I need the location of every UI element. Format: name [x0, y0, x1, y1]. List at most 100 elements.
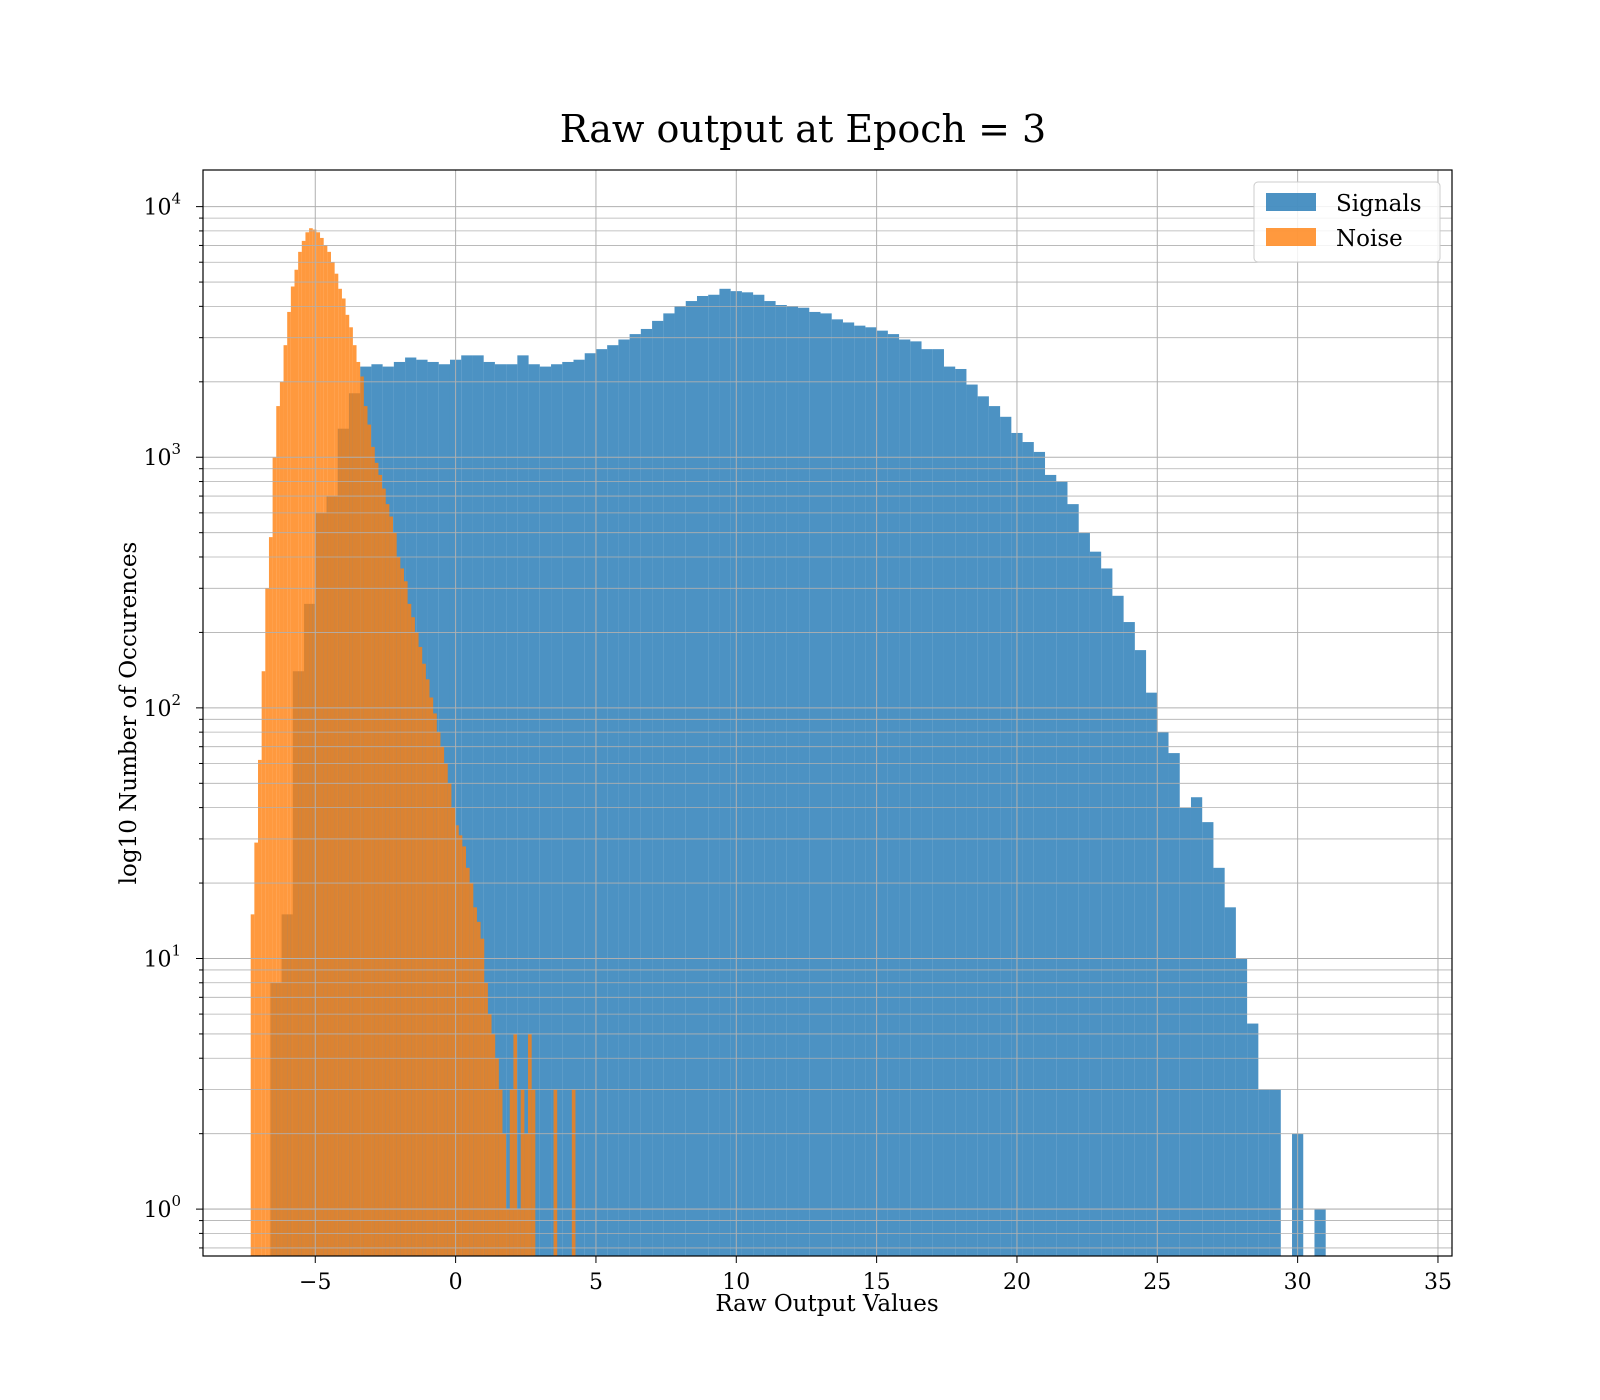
x-tick-label: 0: [449, 1270, 463, 1295]
y-axis-label: log10 Number of Occurences: [116, 542, 142, 885]
bar-signals: [1123, 622, 1135, 1256]
bar-noise: [425, 679, 430, 1256]
bar-noise: [476, 921, 481, 1256]
bar-signals: [921, 349, 933, 1256]
bar-signals: [1033, 451, 1046, 1256]
bar-signals: [910, 341, 922, 1256]
bar-noise: [363, 406, 368, 1256]
bar-noise: [290, 286, 295, 1256]
bar-signals: [663, 313, 675, 1256]
x-axis: −5 0 5 10 15 20 25 30 35: [299, 1256, 1452, 1295]
bar-noise: [389, 516, 394, 1256]
grid-layer: [203, 170, 1452, 1256]
bar-noise: [312, 229, 317, 1256]
bar-signals: [943, 366, 956, 1256]
bar-noise: [465, 867, 470, 1256]
bar-signals: [584, 353, 596, 1256]
bar-signals: [674, 306, 686, 1256]
bar-noise: [261, 671, 266, 1256]
bar-noise: [279, 381, 284, 1256]
bar-signals: [652, 320, 664, 1256]
bar-signals: [1112, 595, 1124, 1256]
y-axis: 100 101 102 103 104: [143, 190, 203, 1249]
bar-noise: [334, 273, 339, 1256]
bar-signals: [1146, 692, 1158, 1256]
bar-noise: [378, 474, 383, 1256]
bar-signals: [472, 355, 484, 1256]
bar-noise: [447, 783, 452, 1256]
bar-noise: [338, 288, 342, 1256]
bar-signals: [1224, 907, 1236, 1256]
bar-noise: [513, 1033, 518, 1256]
plot-frame: [202, 169, 1453, 1257]
bar-signals: [1213, 867, 1225, 1256]
bar-signals: [753, 294, 765, 1256]
bar-noise: [458, 835, 463, 1256]
bar-noise: [429, 697, 434, 1256]
bar-noise: [276, 406, 280, 1256]
bar-signals: [831, 319, 843, 1256]
bar-noise: [473, 907, 477, 1256]
y-tick-label: 103: [143, 440, 181, 471]
bar-noise: [528, 1033, 532, 1256]
x-tick-label: 25: [1143, 1270, 1171, 1295]
legend-swatch-noise: [1266, 228, 1316, 246]
bar-signals: [1067, 504, 1079, 1256]
bar-signals: [1022, 442, 1034, 1256]
bar-signals: [506, 364, 518, 1256]
bar-noise: [407, 603, 412, 1256]
bar-signals: [865, 327, 877, 1256]
x-tick-label: 10: [722, 1270, 750, 1295]
bar-signals: [562, 361, 574, 1256]
bar-noise: [506, 1209, 510, 1256]
y-tick-label: 104: [143, 190, 181, 221]
bar-noise: [451, 807, 456, 1256]
bar-noise: [484, 982, 488, 1256]
bar-noise: [436, 732, 441, 1256]
bar-noise: [382, 488, 386, 1256]
x-tick-label: 5: [589, 1270, 603, 1295]
bar-signals: [966, 384, 978, 1256]
x-tick-label: 20: [1003, 1270, 1031, 1295]
bar-signals: [1078, 532, 1090, 1256]
bar-signals: [1190, 797, 1203, 1256]
bar-noise: [360, 376, 364, 1256]
bar-noise: [393, 532, 397, 1256]
bar-signals: [1157, 732, 1169, 1256]
bar-signals: [640, 328, 653, 1256]
bar-noise: [309, 228, 313, 1256]
bar-signals: [1056, 481, 1068, 1256]
bar-signals: [708, 294, 720, 1256]
y-tick-label: 102: [143, 691, 181, 722]
chart-title: Raw output at Epoch = 3: [560, 107, 1046, 151]
bar-noise: [403, 581, 408, 1256]
bar-signals: [528, 364, 540, 1256]
bar-noise: [294, 269, 299, 1256]
bar-noise: [455, 825, 459, 1256]
bar-noise: [301, 240, 306, 1256]
bar-signals: [595, 349, 608, 1256]
bar-noise: [553, 1089, 558, 1256]
bar-noise: [283, 345, 288, 1256]
bar-signals: [899, 339, 911, 1256]
bar-noise: [444, 763, 448, 1256]
bar-noise: [371, 446, 375, 1256]
legend-label-noise: Noise: [1336, 226, 1403, 252]
bar-signals: [1314, 1209, 1326, 1256]
bar-signals: [618, 339, 630, 1256]
legend: Signals Noise: [1253, 181, 1441, 263]
bar-noise: [462, 846, 466, 1256]
bar-noise: [480, 938, 485, 1256]
bar-noise: [520, 1089, 525, 1256]
x-tick-label: −5: [299, 1270, 331, 1295]
bar-signals: [842, 322, 855, 1256]
bar-signals: [1202, 822, 1214, 1256]
bar-noise: [272, 457, 277, 1256]
bar-noise: [356, 361, 361, 1256]
x-axis-label: Raw Output Values: [715, 1291, 938, 1317]
bar-signals: [696, 295, 709, 1256]
bar-noise: [495, 1058, 499, 1256]
bar-noise: [517, 1209, 521, 1256]
bar-signals: [1168, 753, 1180, 1256]
bar-noise: [287, 311, 291, 1256]
